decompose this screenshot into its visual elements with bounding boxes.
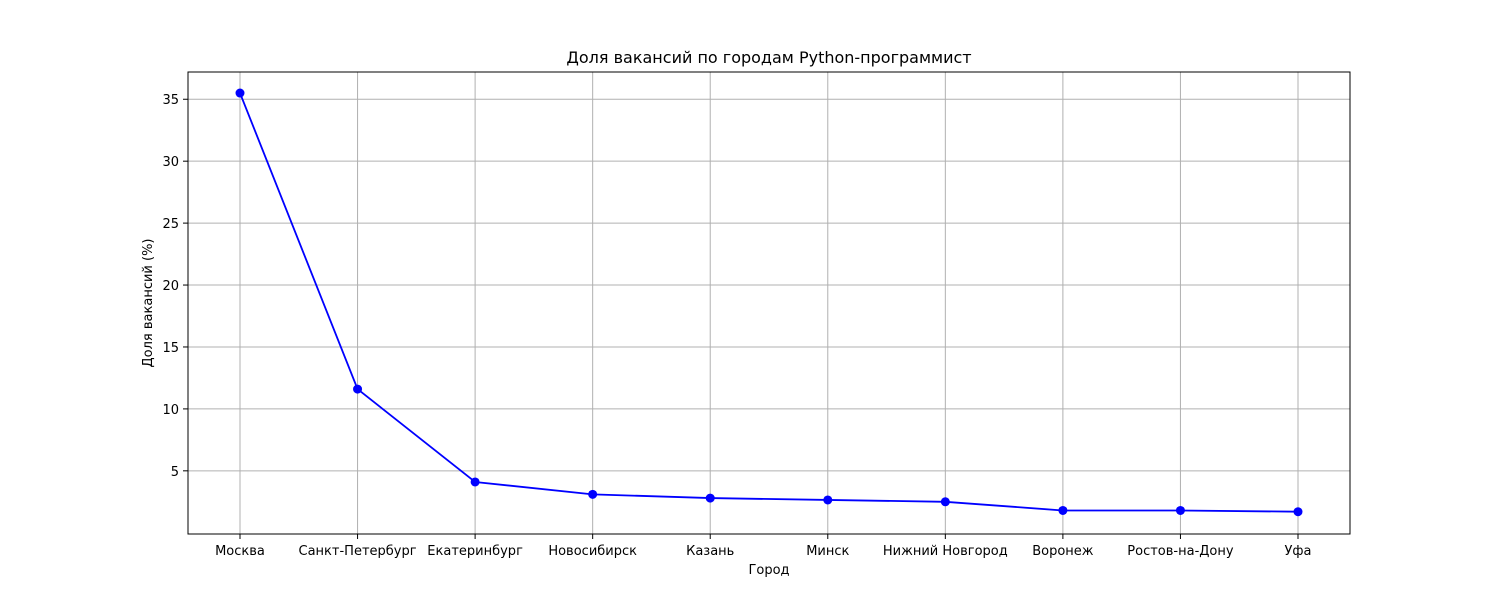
data-point [353, 384, 363, 394]
data-point [823, 495, 833, 505]
plot-frame [187, 71, 1351, 535]
y-tick-label: 25 [162, 217, 179, 232]
data-point [705, 493, 715, 503]
y-tick-label: 15 [162, 341, 179, 356]
x-tick-label: Москва [215, 544, 265, 559]
x-tick-label: Новосибирск [548, 544, 637, 559]
data-point [470, 477, 480, 487]
data-point [1175, 505, 1185, 515]
y-tick-label: 30 [162, 155, 179, 170]
x-tick-label: Воронеж [1032, 544, 1094, 559]
x-tick-label: Ростов-на-Дону [1127, 544, 1234, 559]
x-tick-label: Казань [686, 544, 734, 559]
data-point [1293, 507, 1303, 517]
x-tick-label: Санкт-Петербург [299, 544, 417, 559]
y-tick-label: 20 [162, 279, 179, 294]
x-tick-label: Минск [806, 544, 849, 559]
x-tick-label: Уфа [1284, 544, 1311, 559]
y-tick-label: 35 [162, 93, 179, 108]
series-line [239, 92, 1299, 513]
y-axis-title: Доля вакансий (%) [141, 239, 156, 368]
x-tick-label: Екатеринбург [427, 544, 523, 559]
data-point [588, 489, 598, 499]
ticks: Москва Санкт-Петербург Екатеринбург Новосиб… [162, 93, 1311, 559]
y-tick-label: 10 [162, 403, 179, 418]
data-point [940, 497, 950, 507]
x-axis-title: Город [748, 563, 789, 578]
series-layer [235, 88, 1303, 517]
x-tick-label: Нижний Новгород [883, 544, 1008, 559]
data-point [1058, 505, 1068, 515]
y-tick-label: 5 [171, 465, 179, 480]
chart-title: Доля вакансий по городам Python-программ… [566, 48, 971, 67]
data-point [235, 88, 245, 98]
